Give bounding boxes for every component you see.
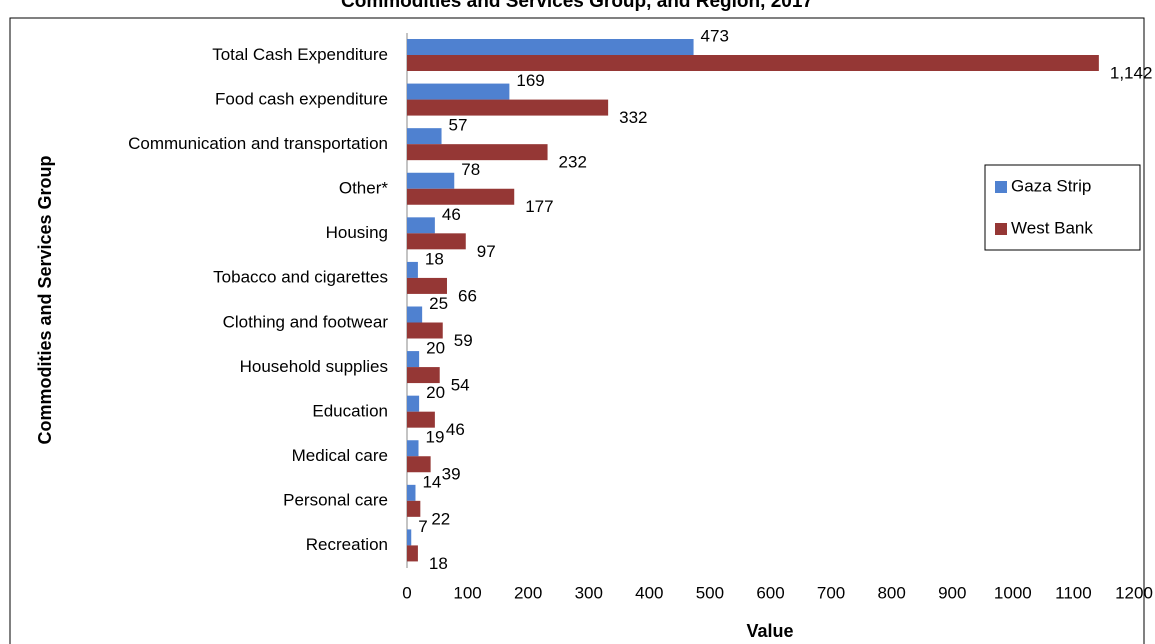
value-label: 232 — [559, 153, 587, 172]
value-label: 177 — [525, 197, 553, 216]
legend-swatch — [995, 181, 1007, 193]
y-axis-label: Commodities and Services Group — [35, 155, 55, 444]
value-label: 25 — [429, 294, 448, 313]
legend-box — [984, 164, 1141, 251]
x-tick-label: 1200 — [1115, 583, 1153, 602]
x-axis-label: Value — [746, 621, 793, 641]
value-label: 7 — [418, 517, 427, 536]
bar — [407, 395, 420, 412]
y-tick-label: Personal care — [283, 491, 388, 510]
value-label: 473 — [701, 26, 729, 45]
value-label: 20 — [426, 383, 445, 402]
y-tick-label: Housing — [326, 223, 388, 242]
legend-label: Gaza Strip — [1011, 176, 1091, 195]
x-tick-label: 900 — [938, 583, 966, 602]
bar — [407, 55, 1099, 71]
y-tick-label: Communication and transportation — [128, 134, 388, 153]
value-label: 39 — [442, 465, 461, 484]
bar — [407, 188, 515, 205]
bar — [407, 484, 416, 501]
value-label: 22 — [431, 509, 450, 528]
y-tick-label: Food cash expenditure — [215, 89, 388, 108]
x-tick-label: 200 — [514, 583, 542, 602]
bar — [407, 144, 548, 161]
value-label: 169 — [516, 71, 544, 90]
value-label: 54 — [451, 376, 470, 395]
bar — [407, 456, 431, 473]
value-label: 18 — [425, 249, 444, 268]
bar — [407, 99, 609, 116]
bar — [407, 233, 466, 250]
x-tick-label: 700 — [817, 583, 845, 602]
bar — [407, 545, 418, 562]
bar — [407, 500, 421, 517]
value-label: 78 — [461, 160, 480, 179]
value-label: 1,142 — [1110, 63, 1153, 82]
bar — [407, 39, 694, 55]
legend-swatch — [995, 223, 1007, 235]
bar — [407, 128, 442, 145]
value-label: 66 — [458, 286, 477, 305]
x-tick-label: 600 — [756, 583, 784, 602]
y-tick-label: Household supplies — [240, 357, 388, 376]
value-label: 46 — [442, 205, 461, 224]
chart-border — [9, 17, 1145, 644]
y-tick-label: Medical care — [292, 446, 388, 465]
x-tick-label: 800 — [877, 583, 905, 602]
x-tick-label: 300 — [575, 583, 603, 602]
legend-label: West Bank — [1011, 218, 1093, 237]
y-tick-label: Other* — [339, 179, 389, 198]
bar — [407, 83, 510, 100]
y-tick-label: Total Cash Expenditure — [212, 45, 388, 64]
x-tick-label: 1100 — [1055, 583, 1092, 602]
bar — [407, 367, 440, 384]
bar — [407, 261, 418, 278]
bar — [407, 351, 420, 368]
value-label: 20 — [426, 339, 445, 358]
value-label: 332 — [619, 108, 647, 127]
bar — [407, 411, 435, 428]
value-label: 57 — [449, 116, 468, 135]
y-tick-label: Tobacco and cigarettes — [213, 268, 388, 287]
bar — [407, 440, 419, 457]
chart-title: Commodities and Services Group, and Regi… — [341, 0, 813, 12]
x-tick-label: 100 — [453, 583, 481, 602]
value-label: 59 — [454, 331, 473, 350]
bar — [407, 217, 435, 234]
x-tick-label: 1000 — [994, 583, 1032, 602]
x-tick-label: 0 — [402, 583, 411, 602]
bar — [407, 529, 412, 546]
value-label: 19 — [426, 428, 445, 447]
value-label: 14 — [422, 472, 441, 491]
bar — [407, 322, 443, 339]
bar — [407, 172, 455, 189]
bar — [407, 277, 447, 294]
value-label: 18 — [429, 554, 448, 573]
y-tick-label: Clothing and footwear — [223, 312, 389, 331]
value-label: 46 — [446, 420, 465, 439]
x-tick-label: 500 — [696, 583, 724, 602]
value-label: 97 — [477, 242, 496, 261]
y-tick-label: Education — [312, 401, 388, 420]
x-tick-label: 400 — [635, 583, 663, 602]
bar — [407, 306, 423, 323]
y-tick-label: Recreation — [306, 535, 388, 554]
